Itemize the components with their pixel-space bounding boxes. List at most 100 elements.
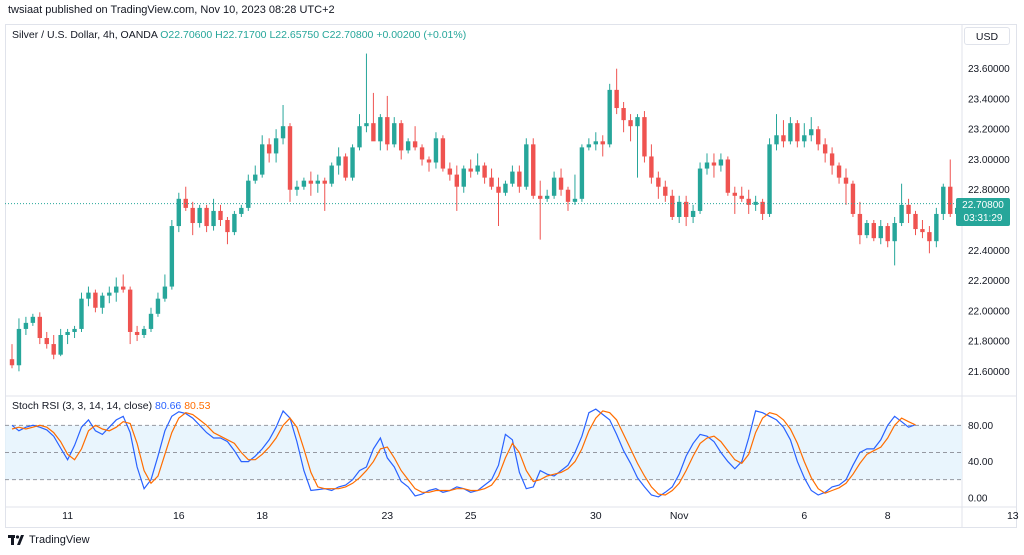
candle-body bbox=[816, 129, 821, 145]
candle-body bbox=[426, 159, 432, 163]
price-tick-label: 22.20000 bbox=[968, 276, 1010, 287]
candle-body bbox=[524, 144, 529, 187]
candle-body bbox=[232, 213, 237, 233]
candle-body bbox=[37, 316, 42, 339]
stoch-rsi-k-value: 80.66 bbox=[155, 400, 182, 412]
time-tick-label: 8 bbox=[885, 510, 891, 522]
symbol-name[interactable]: Silver / U.S. Dollar, 4h, OANDA bbox=[12, 29, 158, 41]
candle-body bbox=[315, 180, 320, 184]
price-tick-label: 23.00000 bbox=[968, 155, 1010, 166]
candle-body bbox=[829, 153, 835, 166]
stoch-tick-label: 0.00 bbox=[968, 493, 988, 504]
candle-body bbox=[503, 183, 508, 193]
candle-body bbox=[100, 295, 105, 308]
candle-body bbox=[809, 129, 814, 136]
candle-body bbox=[79, 298, 84, 329]
candle-body bbox=[350, 147, 355, 178]
time-tick-label: 11 bbox=[62, 510, 73, 522]
candle-body bbox=[934, 213, 939, 242]
price-tick-label: 22.40000 bbox=[968, 246, 1010, 257]
candle-body bbox=[906, 204, 911, 214]
ohlc-open: O22.70600 bbox=[160, 29, 213, 41]
candle-body bbox=[843, 177, 849, 184]
candle-body bbox=[683, 201, 689, 217]
candle-body bbox=[294, 186, 300, 190]
candle-body bbox=[260, 144, 265, 175]
currency-button[interactable]: USD bbox=[964, 27, 1010, 45]
candle-body bbox=[405, 141, 411, 151]
candle-body bbox=[322, 180, 327, 184]
candle-body bbox=[746, 198, 751, 205]
candle-body bbox=[225, 220, 230, 233]
candle-body bbox=[711, 162, 717, 166]
time-tick-label: 16 bbox=[173, 510, 185, 522]
ohlc-low: L22.65750 bbox=[269, 29, 320, 41]
symbol-legend: Silver / U.S. Dollar, 4h, OANDA O22.7060… bbox=[12, 29, 466, 41]
candle-body bbox=[141, 328, 147, 335]
candle-body bbox=[760, 201, 765, 214]
candle-body bbox=[378, 117, 383, 142]
candle-body bbox=[767, 144, 772, 214]
tradingview-logo-icon bbox=[8, 535, 24, 545]
time-tick-label: 30 bbox=[590, 510, 602, 522]
candle-body bbox=[273, 138, 279, 154]
candle-body bbox=[704, 162, 710, 169]
candle-body bbox=[948, 186, 953, 214]
candle-body bbox=[635, 117, 640, 127]
tradingview-brand[interactable]: TradingView bbox=[29, 534, 90, 546]
candle-body bbox=[93, 292, 98, 308]
candle-body bbox=[134, 331, 140, 335]
stoch-d-line bbox=[11, 410, 916, 496]
candle-body bbox=[287, 126, 293, 190]
candle-body bbox=[551, 177, 557, 196]
candle-body bbox=[482, 165, 487, 178]
candle-body bbox=[878, 226, 883, 239]
candle-body bbox=[475, 165, 480, 172]
candle-body bbox=[65, 331, 70, 335]
candle-body bbox=[774, 135, 779, 145]
candle-body bbox=[517, 171, 522, 187]
price-tick-label: 21.80000 bbox=[968, 337, 1010, 348]
stoch-rsi-legend: Stoch RSI (3, 3, 14, 14, close) 80.66 80… bbox=[12, 400, 210, 412]
candle-body bbox=[607, 89, 612, 145]
candle-body bbox=[197, 207, 202, 224]
published-header: twsiaat published on TradingView.com, No… bbox=[8, 4, 335, 16]
candle-body bbox=[246, 180, 251, 208]
time-tick-label: 18 bbox=[256, 510, 268, 522]
candle-body bbox=[343, 156, 348, 178]
candle-body bbox=[496, 186, 501, 193]
candle-body bbox=[454, 174, 459, 187]
candle-body bbox=[850, 183, 856, 214]
candle-body bbox=[329, 165, 334, 184]
time-tick-label: 23 bbox=[381, 510, 393, 522]
ohlc-close: C22.70800 bbox=[322, 29, 374, 41]
candle-body bbox=[308, 180, 314, 184]
candle-body bbox=[392, 123, 397, 145]
bar-countdown: 03:31:29 bbox=[963, 213, 1003, 224]
candle-body bbox=[30, 316, 36, 323]
candle-body bbox=[364, 123, 369, 127]
time-tick-label: 25 bbox=[465, 510, 477, 522]
candle-body bbox=[593, 141, 598, 145]
candle-body bbox=[280, 126, 286, 139]
candle-body bbox=[23, 322, 29, 329]
stoch-rsi-label[interactable]: Stoch RSI (3, 3, 14, 14, close) bbox=[12, 400, 153, 412]
candle-body bbox=[718, 159, 724, 166]
candle-body bbox=[739, 195, 744, 199]
candle-body bbox=[155, 298, 161, 314]
candle-body bbox=[127, 289, 133, 332]
candle-body bbox=[440, 138, 446, 169]
candle-body bbox=[892, 223, 897, 242]
candle-body bbox=[148, 313, 154, 329]
candle-body bbox=[538, 195, 543, 199]
candle-body bbox=[871, 223, 876, 239]
candle-body bbox=[51, 344, 56, 355]
time-tick-label: 13 bbox=[1007, 510, 1019, 522]
candle-body bbox=[572, 198, 578, 202]
candle-body bbox=[253, 174, 258, 181]
stoch-tick-label: 40.00 bbox=[968, 457, 993, 468]
price-tick-label: 22.00000 bbox=[968, 306, 1010, 317]
candle-body bbox=[371, 123, 376, 142]
chart-frame bbox=[5, 24, 1017, 528]
